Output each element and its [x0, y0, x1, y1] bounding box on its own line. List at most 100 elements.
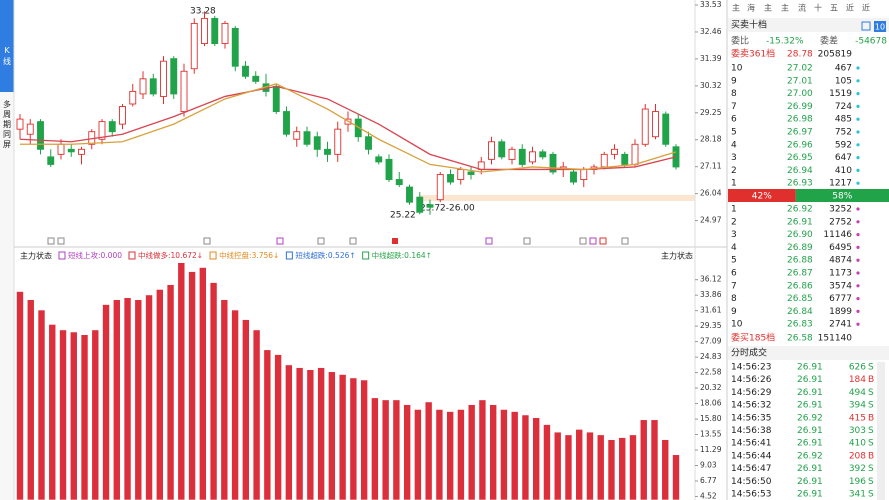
depth-button[interactable]: 10: [875, 23, 885, 32]
level: 10: [731, 320, 743, 330]
trade-time: 14:56:32: [731, 401, 771, 411]
layout-icon[interactable]: [861, 21, 871, 31]
level: 1: [731, 179, 737, 189]
trade-side: S: [868, 439, 874, 449]
quote-tab[interactable]: 主: [781, 3, 789, 13]
buy-total-price: 26.58: [787, 334, 813, 344]
depth-button-bg[interactable]: [874, 21, 886, 32]
indicator-bar: [156, 289, 164, 500]
trade-price: 26.91: [797, 426, 823, 436]
indicator-bar: [543, 424, 551, 500]
y-tick-label: 11.29: [700, 445, 722, 454]
volume: 6495: [829, 243, 852, 253]
sell-total-price: 28.78: [787, 50, 813, 60]
buy-ratio-bar: [795, 189, 889, 202]
quote-tab[interactable]: 主: [732, 3, 740, 13]
candle-body: [406, 186, 413, 203]
quote-tab[interactable]: 流: [798, 3, 806, 13]
trade-side: S: [868, 426, 874, 436]
trade-volume: 196: [849, 477, 866, 487]
indicator-bar: [145, 294, 153, 500]
quote-tab[interactable]: 五: [830, 4, 838, 13]
indicator-bar: [80, 334, 89, 500]
trade-price: 26.91: [797, 439, 823, 449]
high-label: 33.28: [190, 7, 216, 17]
y-tick-label: 24.97: [700, 216, 722, 225]
volume: 1519: [829, 89, 852, 99]
candle-body: [231, 28, 239, 67]
y-tick-label: 20.32: [700, 383, 722, 392]
indicator-bar: [91, 329, 100, 500]
quote-tab[interactable]: 十: [814, 3, 822, 13]
trade-volume: 394: [849, 401, 866, 411]
candle-body: [457, 169, 465, 180]
volume: 2741: [829, 320, 852, 330]
indicator-bar: [661, 439, 670, 500]
dot: [856, 79, 860, 83]
indicator-bar: [306, 369, 315, 500]
quote-tab[interactable]: 近: [846, 3, 854, 13]
indicator-bar: [252, 329, 261, 500]
indicator-bar: [446, 411, 454, 500]
indicator-bar: [403, 404, 411, 500]
sidebar: [0, 92, 14, 500]
sidebar-tab[interactable]: K线: [3, 46, 12, 67]
volume: 3574: [829, 281, 852, 291]
y-tick-label: 32.46: [700, 27, 722, 36]
indicator-item: 中线控盘:3.756↓: [219, 250, 279, 260]
y-tick-label: 27.11: [700, 162, 722, 171]
candle-body: [518, 148, 526, 165]
sidebar-tab[interactable]: 多周期同屏: [3, 99, 12, 150]
volume: 1899: [829, 307, 852, 317]
trade-time: 14:56:41: [731, 439, 771, 449]
dot: [856, 233, 860, 237]
trade-time: 14:56:44: [731, 451, 772, 461]
dot: [856, 130, 860, 134]
indicator-bar: [295, 367, 304, 500]
dot: [856, 322, 860, 326]
quote-tab[interactable]: 海: [747, 3, 755, 13]
candle-body: [283, 111, 290, 135]
trade-price: 26.91: [797, 363, 823, 373]
volume: 647: [835, 153, 852, 163]
candle-body: [354, 118, 362, 138]
candle-body: [488, 141, 495, 160]
trade-side: S: [868, 477, 874, 487]
price: 26.99: [787, 102, 813, 112]
trade-price: 26.92: [797, 413, 823, 423]
trade-time: 14:56:50: [731, 477, 772, 487]
volume: 2752: [829, 217, 852, 227]
indicator-bar: [575, 429, 584, 500]
volume: 11146: [823, 230, 852, 240]
weicha: -54678: [855, 37, 887, 47]
candle-body: [447, 174, 454, 183]
quote-header: [728, 18, 889, 32]
indicator-bar: [16, 291, 24, 500]
candle-body: [600, 153, 608, 168]
indicator-icon: [209, 251, 217, 260]
quote-tab[interactable]: 近: [862, 3, 870, 13]
indicator-bar: [112, 299, 121, 500]
quote-tab[interactable]: 主: [764, 3, 772, 13]
indicator-bar: [274, 354, 282, 500]
candle-body: [98, 121, 106, 140]
indicator-bar: [328, 371, 336, 500]
dot: [856, 143, 860, 147]
dot: [856, 66, 860, 70]
indicator-bar: [435, 409, 444, 500]
candle-body: [190, 22, 198, 70]
sidebar-active[interactable]: [0, 0, 14, 92]
candle-body: [303, 131, 311, 145]
level: 8: [731, 89, 737, 99]
trade-price: 26.91: [797, 388, 823, 398]
candle-body: [170, 58, 178, 95]
dot: [856, 156, 860, 160]
volume: 3252: [829, 205, 852, 215]
indicator-bar: [510, 411, 519, 500]
low-label: 25.22: [390, 211, 416, 221]
volume: 592: [835, 140, 852, 150]
dot: [856, 271, 860, 275]
trade-time: 14:56:26: [731, 375, 772, 385]
scrollbar[interactable]: [877, 362, 885, 500]
candle-body: [201, 17, 208, 45]
